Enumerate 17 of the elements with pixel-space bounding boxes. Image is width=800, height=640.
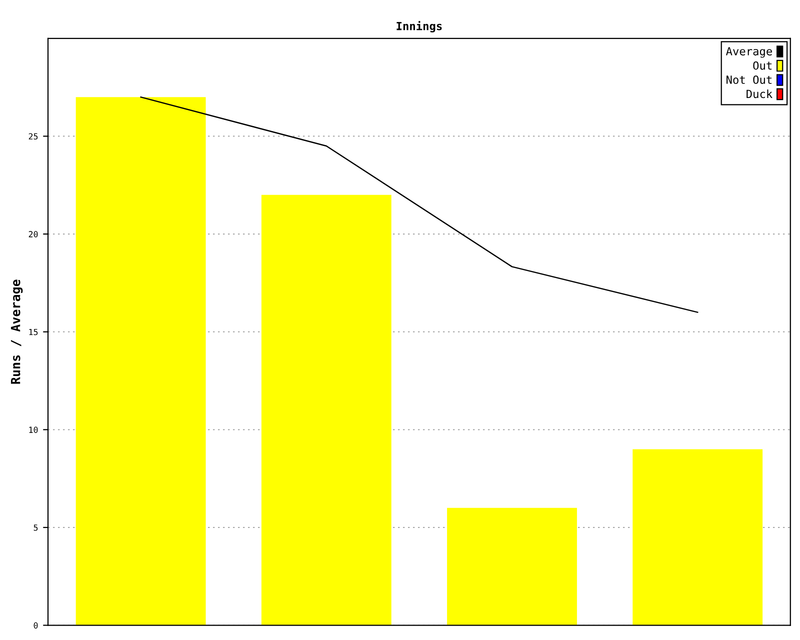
legend-label: Not Out (726, 76, 772, 84)
y-tick-label: 5 (34, 524, 38, 531)
y-tick-label: 15 (29, 328, 38, 336)
bar (76, 97, 206, 626)
bar (632, 449, 763, 626)
chart-title: Innings (396, 21, 442, 32)
y-tick-label: 10 (29, 426, 38, 433)
legend-label: Duck (746, 90, 772, 98)
bar (261, 194, 392, 626)
line-series (140, 96, 698, 313)
y-tick-label: 0 (34, 622, 38, 629)
y-tick-label: 20 (28, 231, 38, 238)
y-tick-label: 25 (28, 133, 38, 140)
bar (447, 508, 577, 626)
legend-label: Out (753, 61, 772, 70)
y-axis-title: Runs / Average (10, 280, 23, 384)
legend-label: Average (726, 47, 772, 58)
